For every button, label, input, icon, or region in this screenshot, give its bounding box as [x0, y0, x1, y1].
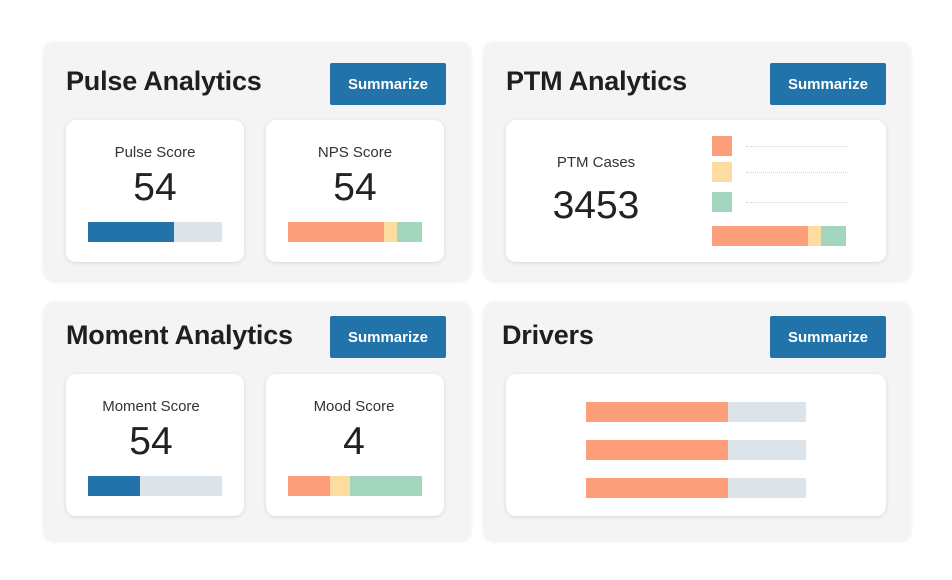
moment-score-card[interactable]: Moment Score 54 [66, 374, 244, 516]
mood-score-label: Mood Score [313, 398, 395, 415]
ptm-legend-yellow-icon [712, 162, 732, 182]
drivers-panel: Drivers Summarize [484, 302, 910, 540]
drivers-summarize-button[interactable]: Summarize [770, 316, 886, 358]
driver-bar[interactable] [586, 440, 806, 460]
nps-score-bar [288, 222, 422, 242]
moment-score-bar [88, 476, 222, 496]
ptm-summarize-button[interactable]: Summarize [770, 63, 886, 105]
pulse-score-track [173, 222, 222, 242]
moment-summarize-button[interactable]: Summarize [330, 316, 446, 358]
ptm-legend-line [746, 202, 848, 203]
moment-analytics-title: Moment Analytics [66, 320, 293, 350]
mood-score-value: 4 [343, 420, 365, 463]
moment-score-value: 54 [129, 420, 173, 463]
ptm-orange-segment [712, 226, 809, 246]
drivers-title: Drivers [502, 320, 594, 350]
pulse-analytics-title: Pulse Analytics [66, 66, 262, 96]
driver-bar-fill [586, 440, 728, 460]
driver-bar-track [727, 478, 806, 498]
nps-green-segment [396, 222, 422, 242]
ptm-yellow-segment [808, 226, 821, 246]
ptm-stacked-bar [712, 226, 846, 246]
driver-bar[interactable] [586, 478, 806, 498]
ptm-cases-value: 3453 [552, 184, 640, 227]
pulse-summarize-button[interactable]: Summarize [330, 63, 446, 105]
nps-score-label: NPS Score [317, 144, 393, 161]
ptm-analytics-title: PTM Analytics [506, 66, 687, 96]
mood-yellow-segment [329, 476, 350, 496]
driver-bar-fill [586, 478, 728, 498]
driver-bar-track [727, 440, 806, 460]
ptm-legend-orange-icon [712, 136, 732, 156]
ptm-legend-line [746, 172, 848, 173]
driver-bar-track [727, 402, 806, 422]
mood-score-card[interactable]: Mood Score 4 [266, 374, 444, 516]
pulse-score-card[interactable]: Pulse Score 54 [66, 120, 244, 262]
ptm-legend-line [746, 146, 848, 147]
driver-bar[interactable] [586, 402, 806, 422]
drivers-card[interactable] [506, 374, 886, 516]
pulse-analytics-panel: Pulse Analytics Summarize Pulse Score 54… [44, 42, 470, 280]
pulse-score-label: Pulse Score [114, 144, 196, 161]
ptm-cases-card[interactable]: PTM Cases 3453 [506, 120, 886, 262]
nps-orange-segment [288, 222, 385, 242]
nps-yellow-segment [384, 222, 397, 242]
pulse-score-value: 54 [133, 166, 177, 209]
ptm-legend-green-icon [712, 192, 732, 212]
ptm-green-segment [820, 226, 846, 246]
pulse-score-bar [88, 222, 222, 242]
moment-analytics-panel: Moment Analytics Summarize Moment Score … [44, 302, 470, 540]
ptm-cases-label: PTM Cases [556, 154, 636, 171]
nps-score-card[interactable]: NPS Score 54 [266, 120, 444, 262]
pulse-score-fill [88, 222, 174, 242]
nps-score-value: 54 [333, 166, 377, 209]
driver-bar-fill [586, 402, 728, 422]
moment-score-fill [88, 476, 141, 496]
mood-score-bar [288, 476, 422, 496]
moment-score-label: Moment Score [102, 398, 200, 415]
mood-orange-segment [288, 476, 330, 496]
ptm-analytics-panel: PTM Analytics Summarize PTM Cases 3453 [484, 42, 910, 280]
mood-green-segment [349, 476, 422, 496]
moment-score-track [140, 476, 222, 496]
